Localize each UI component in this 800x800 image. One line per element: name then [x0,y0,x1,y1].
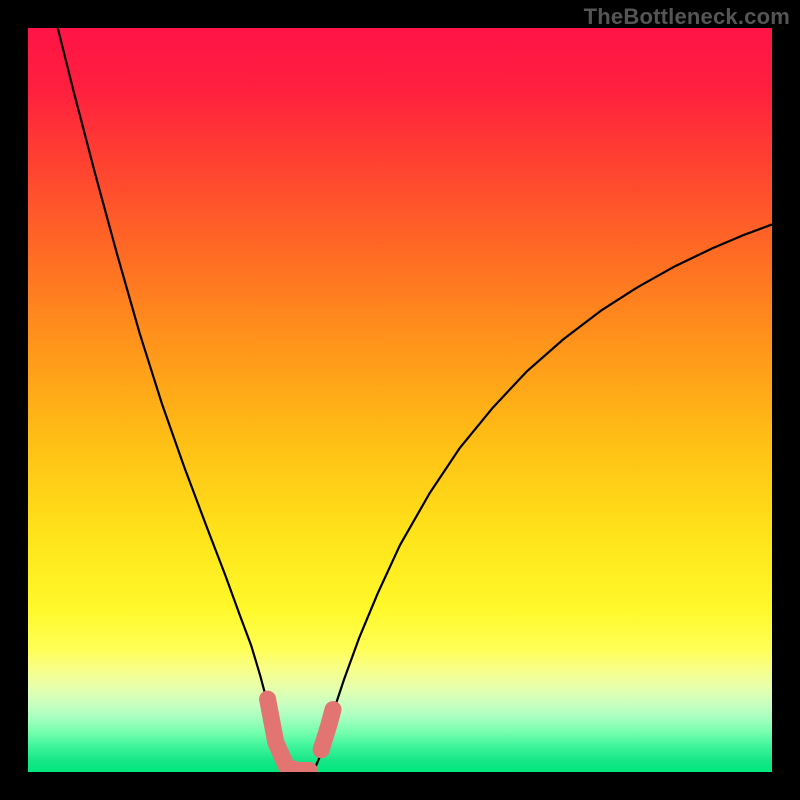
watermark-text: TheBottleneck.com [584,4,790,30]
plot-area [28,28,772,772]
chart-frame: TheBottleneck.com [0,0,800,800]
highlight-segment-1 [321,710,333,750]
gradient-background [28,28,772,772]
chart-svg [28,28,772,772]
